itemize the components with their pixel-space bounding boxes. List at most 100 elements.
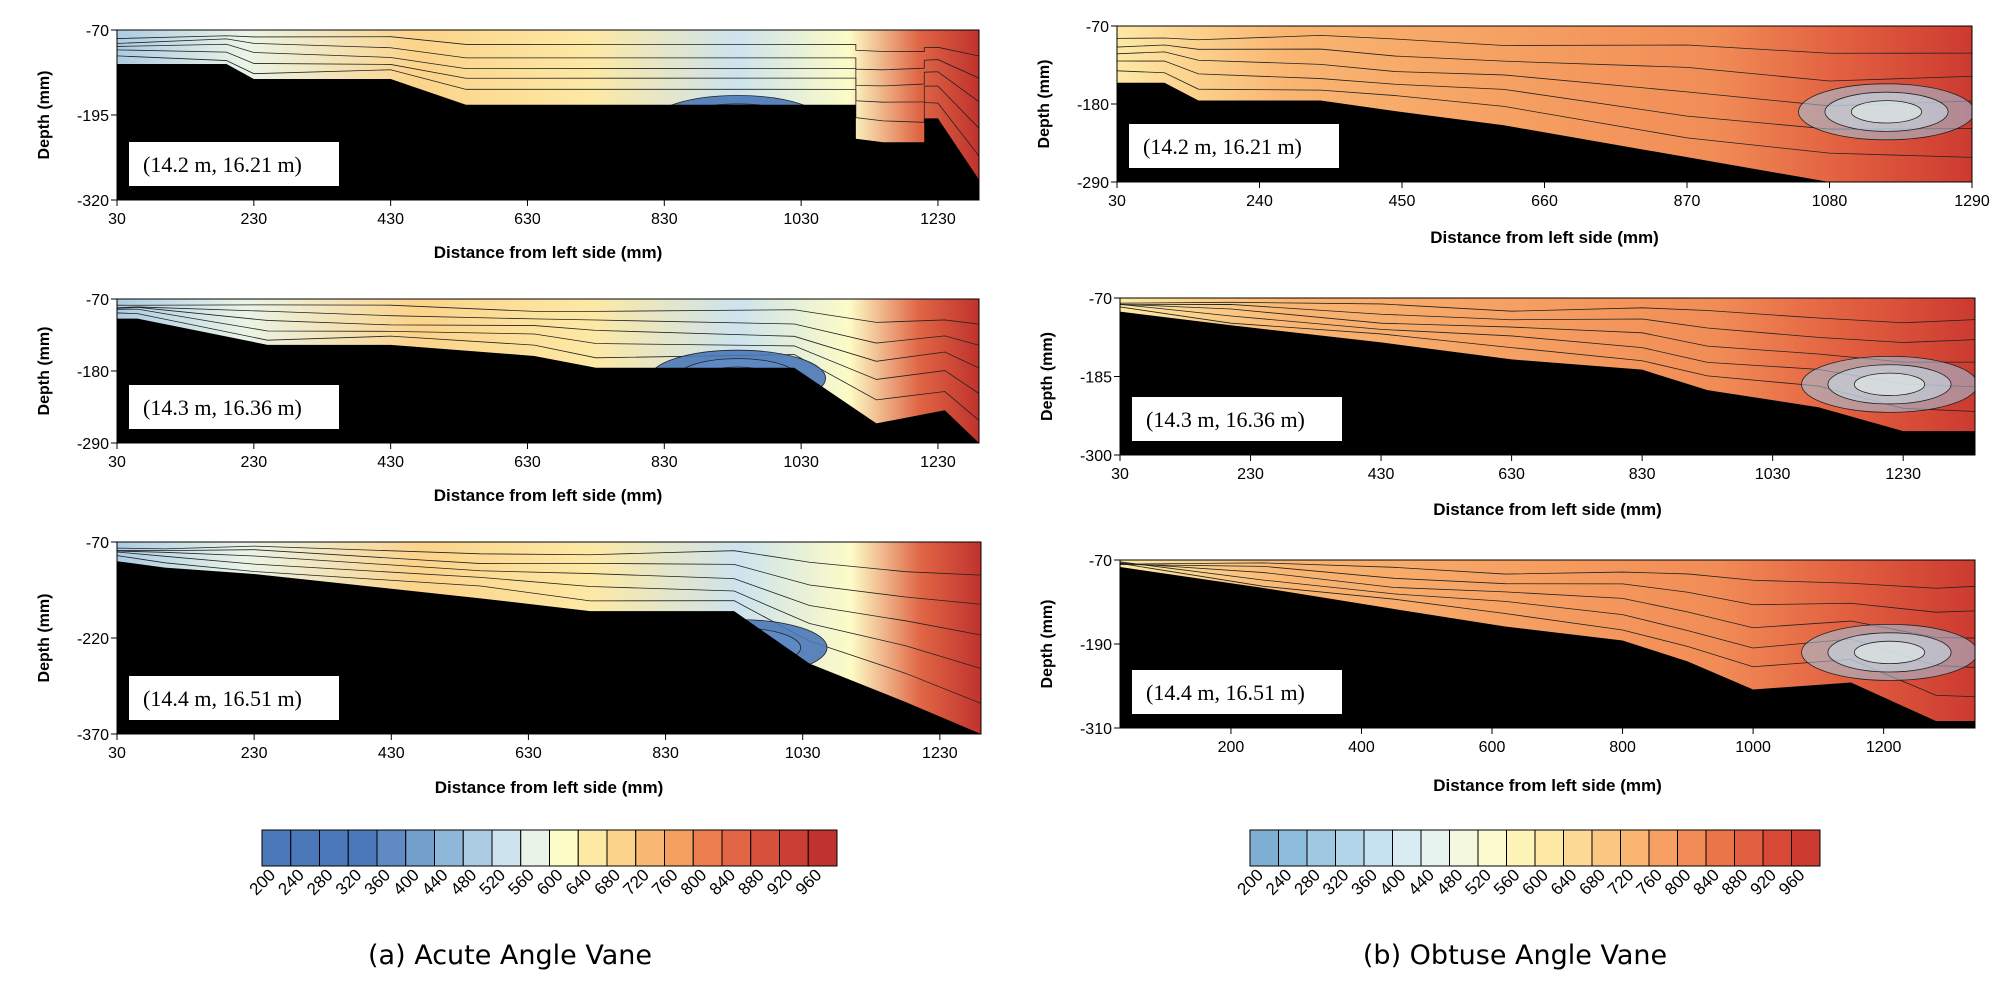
x-tick-label: 1200	[1866, 739, 1902, 756]
y-ticks: -70 -190 -310	[1080, 553, 1120, 738]
x-tick-label: 1030	[783, 454, 819, 471]
x-tick-label: 450	[1389, 193, 1416, 210]
colorbar-swatch	[1648, 829, 1678, 867]
colorbar-tick-label: 680	[1576, 865, 1609, 898]
y-tick-label: -70	[86, 535, 109, 552]
colorbar-tick-label: 320	[332, 865, 365, 898]
x-ticks: 30 240 450 660 870 1080 1290	[1108, 182, 1990, 210]
colorbar-tick-label: 320	[1319, 865, 1352, 898]
colorbar-swatch	[1420, 829, 1450, 867]
colorbar-tick-label: 280	[303, 865, 336, 898]
colorbar-swatch	[1363, 829, 1393, 867]
x-tick-label: 1230	[920, 454, 956, 471]
colorbar-tick-label: 960	[1775, 865, 1808, 898]
colorbar-tick-label: 720	[619, 865, 652, 898]
colorbar-tick-label: 600	[533, 865, 566, 898]
colorbar-tick-label: 520	[1462, 865, 1495, 898]
x-tick-label: 800	[1609, 739, 1636, 756]
colorbar-swatch	[1534, 829, 1564, 867]
location-box	[1129, 124, 1339, 168]
colorbar-swatch	[290, 829, 320, 867]
colorbar-acute: 2002402803203604004404805205606006406807…	[246, 829, 838, 899]
y-tick-label: -220	[77, 631, 109, 648]
x-tick-label: 830	[1629, 466, 1656, 483]
x-tick-label: 430	[377, 454, 404, 471]
x-tick-label: 430	[378, 745, 405, 762]
colorbar-swatch	[807, 829, 838, 867]
panel-obtuse-3: (14.4 m, 16.51 m) 200 400 600 800 1000 1200 -…	[1039, 553, 1976, 795]
y-tick-label: -70	[1089, 553, 1112, 570]
x-tick-label: 660	[1531, 193, 1558, 210]
colorbar-tick-label: 880	[734, 865, 767, 898]
colorbar-swatch	[606, 829, 637, 867]
x-tick-label: 830	[652, 745, 679, 762]
y-axis-label: Depth (mm)	[1036, 60, 1053, 149]
x-tick-label: 630	[514, 454, 541, 471]
x-tick-label: 630	[515, 745, 542, 762]
x-tick-label: 400	[1348, 739, 1375, 756]
x-tick-label: 430	[1368, 466, 1395, 483]
x-ticks: 30 230 430 630 830 1030 1230	[108, 200, 956, 228]
x-ticks: 30 230 430 630 830 1030 1230	[108, 443, 956, 471]
x-ticks: 30 230 430 630 830 1030 1230	[1111, 455, 1921, 483]
location-box	[129, 385, 339, 429]
contour-lines	[1120, 561, 1975, 698]
y-tick-label: -180	[1077, 97, 1109, 114]
location-label: (14.4 m, 16.51 m)	[143, 686, 302, 711]
colorbar-tick-label: 680	[591, 865, 624, 898]
colorbar-swatch	[1392, 829, 1422, 867]
colorbar-swatch	[1591, 829, 1621, 867]
x-tick-label: 830	[651, 454, 678, 471]
colorbar-swatch	[1563, 829, 1593, 867]
x-tick-label: 430	[377, 211, 404, 228]
colorbar-tick-label: 520	[476, 865, 509, 898]
colorbar-tick-label: 640	[1547, 865, 1580, 898]
colorbar-swatch	[405, 829, 435, 867]
y-ticks: -70 -180 -290	[77, 292, 117, 453]
colorbar-tick-label: 240	[1262, 865, 1295, 898]
x-tick-label: 1230	[920, 211, 956, 228]
colorbar-tick-label: 920	[763, 865, 796, 898]
y-ticks: -70 -220 -370	[77, 535, 117, 744]
panel-obtuse-2: (14.3 m, 16.36 m) 30 230 430 630 830 1030 1230…	[1039, 291, 1976, 519]
colorbar-tick-label: 400	[389, 865, 422, 898]
x-ticks: 30 230 430 630 830 1030 1230	[108, 734, 958, 762]
x-tick-label: 30	[108, 211, 126, 228]
location-box	[129, 142, 339, 186]
x-axis-label: Distance from left side (mm)	[434, 243, 663, 262]
panel-acute-1: (14.2 m, 16.21 m) 30 230 430 630 830 1030 1230…	[36, 23, 980, 262]
location-label: (14.2 m, 16.21 m)	[1143, 134, 1302, 159]
location-box	[129, 676, 339, 720]
y-tick-label: -70	[86, 23, 109, 40]
x-axis-label: Distance from left side (mm)	[1433, 776, 1662, 795]
colorbar-swatch	[491, 829, 522, 867]
y-tick-label: -70	[86, 292, 109, 309]
colorbar-tick-label: 800	[677, 865, 710, 898]
x-tick-label: 1030	[785, 745, 821, 762]
x-axis-label: Distance from left side (mm)	[434, 486, 663, 505]
colorbar-swatch	[549, 829, 579, 867]
panel-acute-3: (14.4 m, 16.51 m) 30 230 430 630 830 1030 1230…	[36, 535, 982, 797]
panel-obtuse-1: (14.2 m, 16.21 m) 30 240 450 660 870 1080 1290…	[1036, 19, 1990, 247]
y-tick-label: -70	[1086, 19, 1109, 36]
x-tick-label: 630	[514, 211, 541, 228]
x-tick-label: 230	[240, 211, 267, 228]
colorbar-tick-label: 440	[418, 865, 451, 898]
location-label: (14.2 m, 16.21 m)	[143, 152, 302, 177]
x-tick-label: 200	[1218, 739, 1245, 756]
colorbar-tick-label: 360	[361, 865, 394, 898]
y-ticks: -70 -195 -320	[77, 23, 117, 210]
x-tick-label: 1080	[1812, 193, 1848, 210]
colorbar-swatch	[1705, 829, 1735, 867]
y-ticks: -70 -185 -300	[1080, 291, 1120, 465]
x-tick-label: 230	[241, 745, 268, 762]
x-tick-label: 30	[108, 745, 126, 762]
colorbar-tick-label: 920	[1747, 865, 1780, 898]
colorbar-tick-label: 840	[706, 865, 739, 898]
colorbar-swatch	[1477, 829, 1507, 867]
y-tick-label: -195	[77, 108, 109, 125]
y-tick-label: -290	[1077, 175, 1109, 192]
contour-lines	[1117, 35, 1972, 158]
y-tick-label: -290	[77, 436, 109, 453]
